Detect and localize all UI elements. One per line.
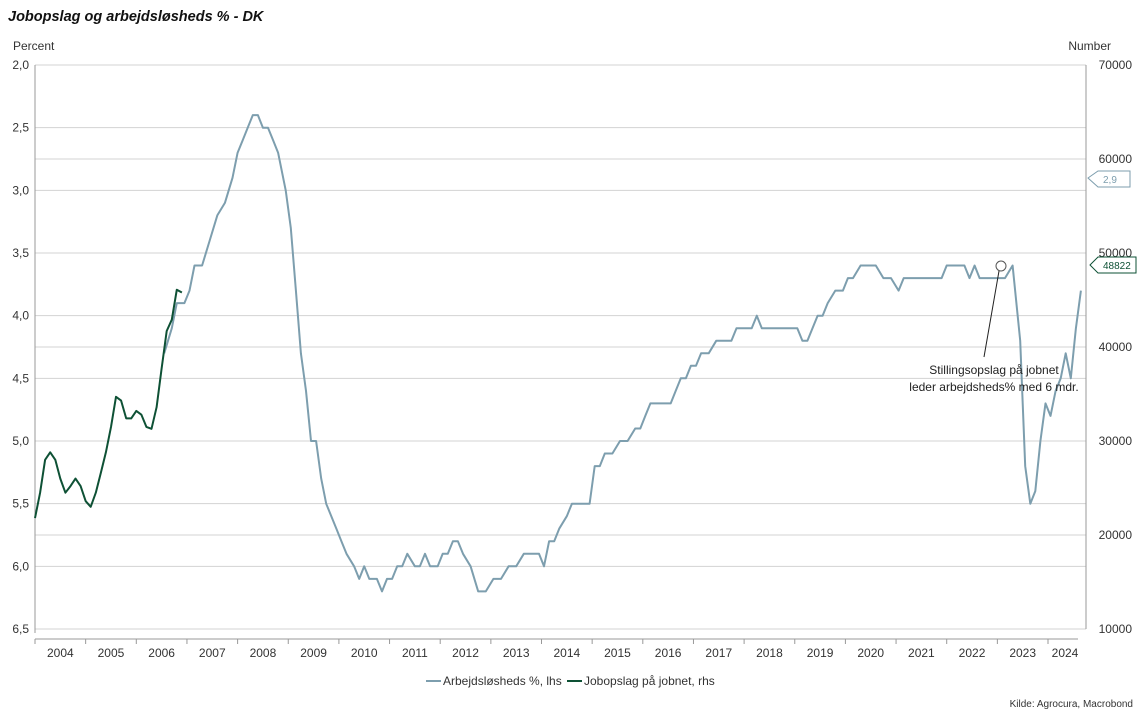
annotation-marker — [995, 260, 1007, 272]
right-tick-label: 70000 — [1099, 58, 1133, 72]
x-tick-label: 2016 — [655, 646, 682, 660]
left-tick-label: 2,0 — [12, 58, 29, 72]
right-tick-label: 10000 — [1099, 622, 1133, 636]
right-tick-label: 30000 — [1099, 434, 1133, 448]
x-tick-label: 2021 — [908, 646, 935, 660]
left-axis-ticks: 2,0 2,5 3,0 3,5 4,0 4,5 5,0 5,5 6,0 6,5 — [12, 58, 29, 636]
series-line-unemployment — [163, 114, 1082, 593]
x-axis: 2004 2005 2006 2007 2008 2009 2010 2011 2012 2013… — [34, 65, 1087, 660]
x-tick-label: 2022 — [959, 646, 986, 660]
legend-label-jobs: Jobopslag på jobnet, rhs — [584, 674, 715, 688]
x-tick-label: 2014 — [553, 646, 580, 660]
x-tick-label: 2010 — [351, 646, 378, 660]
value-tag-unemployment: 2,9 — [1087, 170, 1131, 188]
left-tick-label: 6,0 — [12, 559, 29, 573]
source-note: Kilde: Agrocura, Macrobond — [1010, 699, 1133, 710]
x-tick-label: 2015 — [604, 646, 631, 660]
value-tag-jobs-text: 48822 — [1103, 261, 1131, 272]
legend: Arbejdsløsheds %, lhs Jobopslag på jobne… — [426, 674, 715, 688]
right-tick-label: 60000 — [1099, 152, 1133, 166]
annotation: Stillingsopslag på jobnet leder arbejdsh… — [909, 260, 1079, 394]
x-tick-label: 2008 — [250, 646, 277, 660]
x-tick-label: 2017 — [705, 646, 732, 660]
x-tick-label: 2011 — [402, 646, 428, 660]
x-tick-label: 2009 — [300, 646, 327, 660]
x-tick-label: 2019 — [807, 646, 834, 660]
x-tick-label: 2006 — [148, 646, 175, 660]
x-tick-label: 2018 — [756, 646, 783, 660]
value-tag-jobs-box — [1089, 256, 1137, 274]
x-tick-label: 2004 — [47, 646, 74, 660]
right-axis-title: Number — [1068, 39, 1111, 53]
left-axis-title: Percent — [13, 39, 55, 53]
series-lines — [34, 114, 1082, 593]
value-tag-jobs: 48822 — [1089, 256, 1137, 274]
value-tag-unemployment-text: 2,9 — [1103, 175, 1117, 186]
left-tick-label: 5,0 — [12, 434, 29, 448]
x-tick-label: 2013 — [503, 646, 530, 660]
legend-label-unemployment: Arbejdsløsheds %, lhs — [443, 674, 562, 688]
left-tick-label: 3,5 — [12, 246, 29, 260]
x-tick-label: 2023 — [1009, 646, 1036, 660]
x-tick-label: 2005 — [98, 646, 125, 660]
left-tick-label: 2,5 — [12, 121, 29, 135]
x-tick-label: 2020 — [857, 646, 884, 660]
x-tick-label: 2024 — [1052, 646, 1079, 660]
left-tick-label: 4,0 — [12, 309, 29, 323]
x-tick-label: 2007 — [199, 646, 226, 660]
annotation-text-line2: leder arbejdsheds% med 6 mdr. — [909, 380, 1078, 394]
left-tick-label: 4,5 — [12, 371, 29, 385]
series-line-jobs — [34, 288, 183, 519]
left-tick-label: 3,0 — [12, 183, 29, 197]
value-tag-unemployment-box — [1087, 170, 1131, 188]
gridlines — [35, 64, 1086, 630]
annotation-pointer — [983, 270, 1000, 358]
left-tick-label: 6,5 — [12, 622, 29, 636]
chart-title: Jobopslag og arbejdsløsheds % - DK — [8, 9, 264, 25]
x-tick-label: 2012 — [452, 646, 479, 660]
right-tick-label: 40000 — [1099, 340, 1133, 354]
right-tick-label: 20000 — [1099, 528, 1133, 542]
annotation-text-line1: Stillingsopslag på jobnet — [929, 363, 1059, 377]
left-tick-label: 5,5 — [12, 497, 29, 511]
